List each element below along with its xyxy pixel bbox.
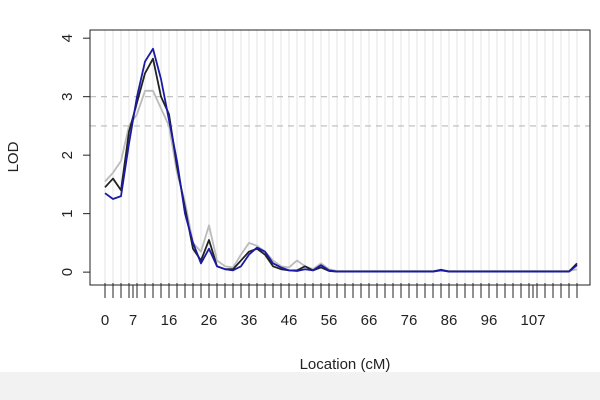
x-tick-label: 46 <box>281 312 298 329</box>
y-tick-label: 1 <box>59 209 76 217</box>
x-tick-label: 66 <box>361 312 378 329</box>
lod-curve <box>104 89 578 272</box>
lod-curve <box>104 47 578 273</box>
x-tick-label: 36 <box>241 312 258 329</box>
y-tick-label: 4 <box>59 34 76 42</box>
x-tick-label: 107 <box>520 312 545 329</box>
y-tick-label: 0 <box>59 268 76 276</box>
x-axis-label: Location (cM) <box>300 356 391 373</box>
x-tick-label: 26 <box>201 312 218 329</box>
x-tick-label: 96 <box>481 312 498 329</box>
y-tick-label: 3 <box>59 93 76 101</box>
x-tick-label: 86 <box>441 312 458 329</box>
x-tick-label: 0 <box>101 312 109 329</box>
page-footer <box>0 372 600 400</box>
y-axis-label: LOD <box>5 141 22 172</box>
x-tick-label: 76 <box>401 312 418 329</box>
y-tick-label: 2 <box>59 151 76 159</box>
x-tick-label: 7 <box>129 312 137 329</box>
x-tick-label: 16 <box>161 312 178 329</box>
plot-frame <box>89 29 591 286</box>
x-tick-label: 56 <box>321 312 338 329</box>
